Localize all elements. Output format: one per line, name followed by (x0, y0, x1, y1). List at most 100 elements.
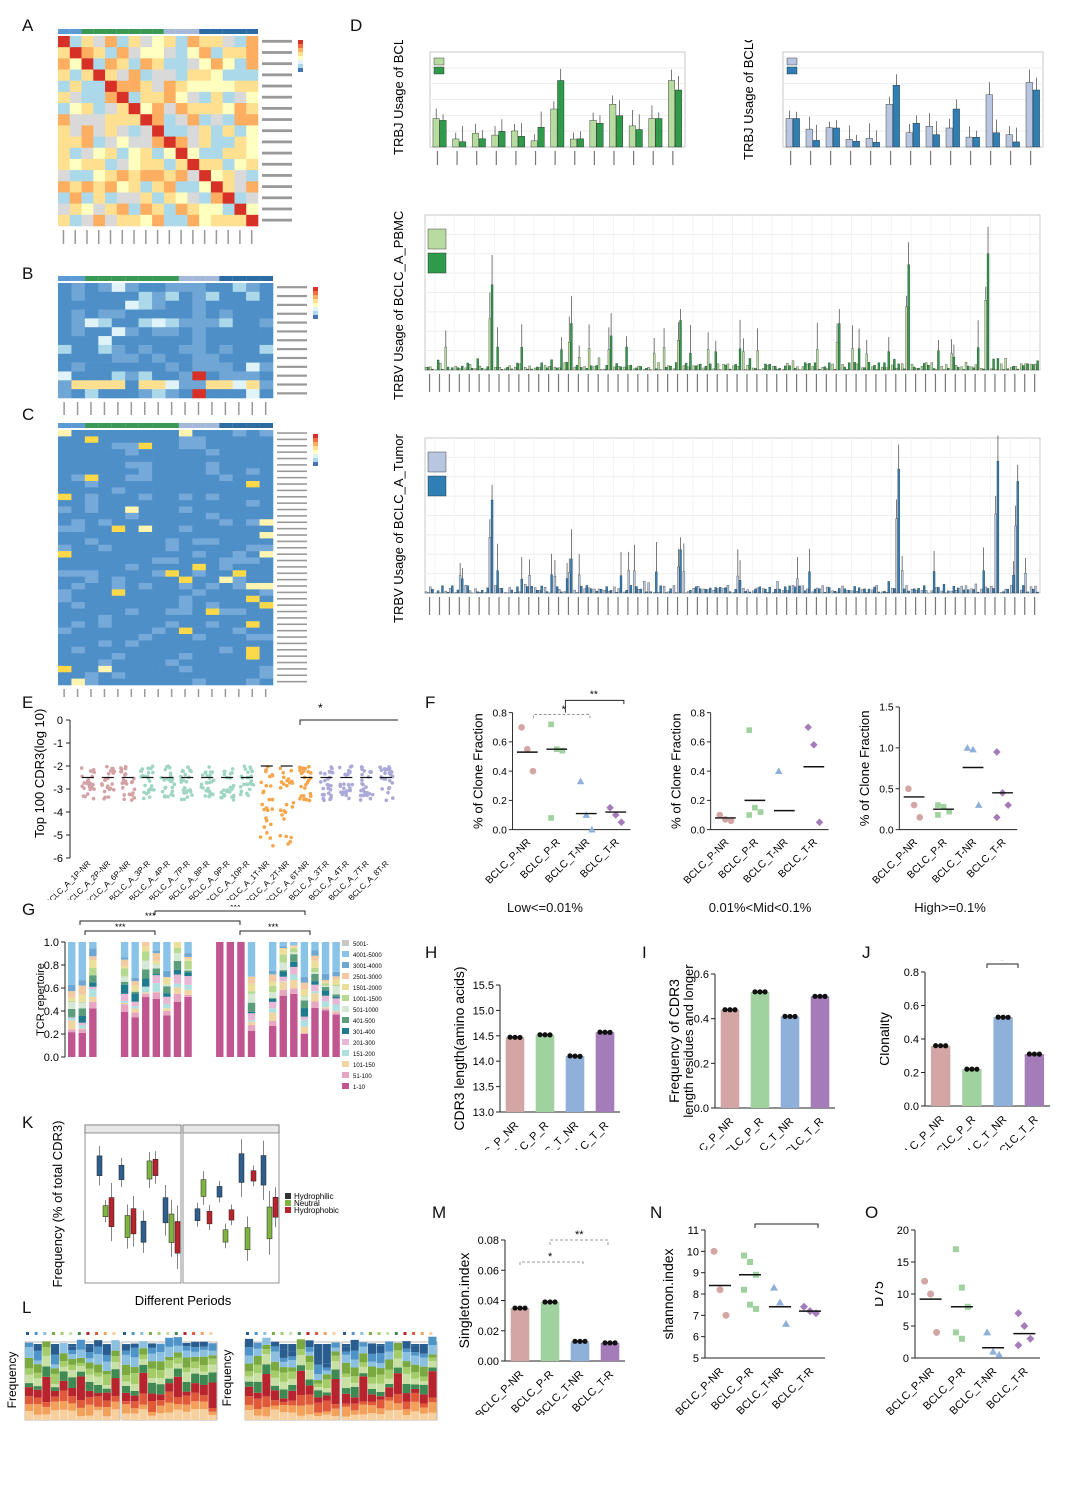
stack-segment (142, 993, 150, 998)
stack-segment (419, 1403, 428, 1408)
heatmap-cell (246, 291, 260, 301)
stack-segment (173, 993, 182, 1002)
row-label-mark (277, 502, 307, 504)
heatmap-cell (84, 389, 99, 399)
panel-letter-o: O (865, 1203, 879, 1222)
heatmap-cell (175, 170, 188, 182)
bar (458, 368, 462, 371)
heatmap-cell (98, 563, 113, 571)
tick-label-mark (716, 597, 718, 615)
bar (600, 588, 603, 594)
cdr3-freq-chart: 0.60.40.20.0BCLC_P_NRBCLC_P_RBCLC_T_NRBC… (666, 964, 835, 1150)
bar (510, 589, 514, 594)
bar (524, 367, 527, 371)
stack-segment (165, 1368, 174, 1379)
bar (706, 349, 710, 371)
heatmap-cell (246, 589, 260, 597)
legend-swatch (298, 68, 303, 72)
stack-segment (76, 1416, 85, 1420)
bar (613, 586, 616, 594)
bar (861, 589, 864, 594)
data-point (267, 797, 272, 802)
heatmap-cell (125, 672, 139, 679)
bar (791, 585, 795, 594)
bar (590, 588, 593, 594)
bar (555, 586, 559, 594)
heatmap-cell (128, 192, 141, 204)
stack-segment (131, 1012, 139, 1018)
bar (848, 362, 851, 371)
tick-label-mark (498, 597, 500, 615)
data-point (248, 767, 253, 771)
tick-label-mark (657, 597, 659, 615)
heatmap-cell (178, 449, 193, 456)
data-point (188, 788, 192, 792)
bar (762, 368, 765, 371)
heatmap-cell (205, 291, 220, 301)
heatmap-cell (199, 80, 212, 93)
heatmap-cell (165, 678, 180, 686)
stack-segment (314, 1380, 323, 1384)
stack-segment (300, 1019, 309, 1027)
heatmap-cell (178, 672, 193, 679)
data-point (542, 1032, 548, 1038)
heatmap-cell (152, 557, 166, 565)
heatmap-cell (98, 544, 113, 552)
heatmap-cell (116, 136, 129, 149)
stack-segment (262, 1344, 271, 1350)
data-point (321, 786, 325, 791)
stack-segment (342, 1362, 351, 1374)
row-label-mark (262, 174, 292, 177)
bar (754, 368, 757, 371)
bar (818, 588, 821, 594)
bar (595, 365, 598, 371)
heatmap-cell (111, 595, 126, 603)
heatmap-cell (259, 595, 274, 603)
heatmap-cell (234, 36, 247, 48)
stack-segment (419, 1376, 428, 1382)
heatmap-cell (125, 563, 139, 571)
data-point (264, 769, 268, 774)
stack-segment (122, 1413, 131, 1420)
stack-segment (279, 989, 287, 996)
heatmap-cell (205, 362, 220, 372)
bar (568, 572, 571, 594)
heatmap-cell (71, 442, 86, 450)
heatmap-cell (163, 192, 176, 204)
facet-strip (182, 1124, 280, 1134)
heatmap-cell (219, 455, 233, 463)
heatmap-cell (152, 353, 166, 363)
heatmap-cell (246, 91, 259, 104)
heatmap-cell (105, 147, 118, 160)
stack-segment (376, 1399, 385, 1409)
data-point (211, 792, 215, 797)
heatmap-cell (138, 589, 153, 597)
heatmap-cell (125, 283, 139, 293)
data-point (753, 1305, 759, 1312)
annotation-cell (98, 276, 112, 281)
bar (932, 368, 936, 371)
heatmap-cell (98, 327, 113, 337)
heatmap-cell (165, 634, 180, 641)
bar (657, 362, 660, 371)
col-label-mark (103, 402, 106, 415)
heatmap-cell (232, 389, 247, 399)
heatmap-cell (234, 114, 247, 126)
stack-segment (33, 1350, 42, 1361)
heatmap-cell (178, 430, 193, 437)
stack-segment (279, 1372, 288, 1382)
heatmap-cell (152, 487, 166, 495)
stack-segment (111, 1350, 120, 1357)
stack-segment (350, 1367, 359, 1377)
heatmap-cell (58, 327, 72, 337)
stack-segment (111, 1378, 120, 1397)
data-point (151, 770, 155, 775)
bar (841, 585, 844, 594)
heatmap-cell (152, 461, 166, 469)
heatmap-cell (175, 192, 188, 204)
stack-segment (147, 1353, 157, 1362)
data-point (105, 764, 109, 769)
col-label-mark (76, 402, 79, 415)
heatmap-cell (210, 91, 224, 104)
bar (982, 570, 985, 594)
